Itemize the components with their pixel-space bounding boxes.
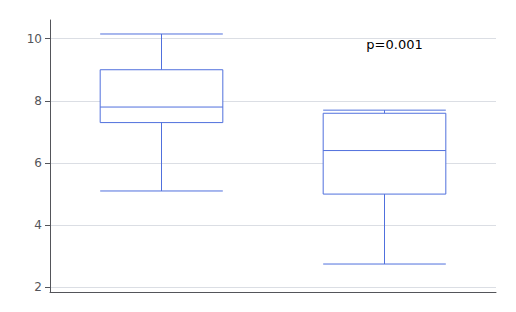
svg-text:6: 6: [34, 156, 42, 170]
svg-text:2: 2: [34, 280, 42, 294]
svg-text:8: 8: [34, 94, 42, 108]
svg-text:4: 4: [34, 218, 42, 232]
svg-text:10: 10: [27, 32, 42, 46]
svg-text:p=0.001: p=0.001: [366, 37, 422, 52]
